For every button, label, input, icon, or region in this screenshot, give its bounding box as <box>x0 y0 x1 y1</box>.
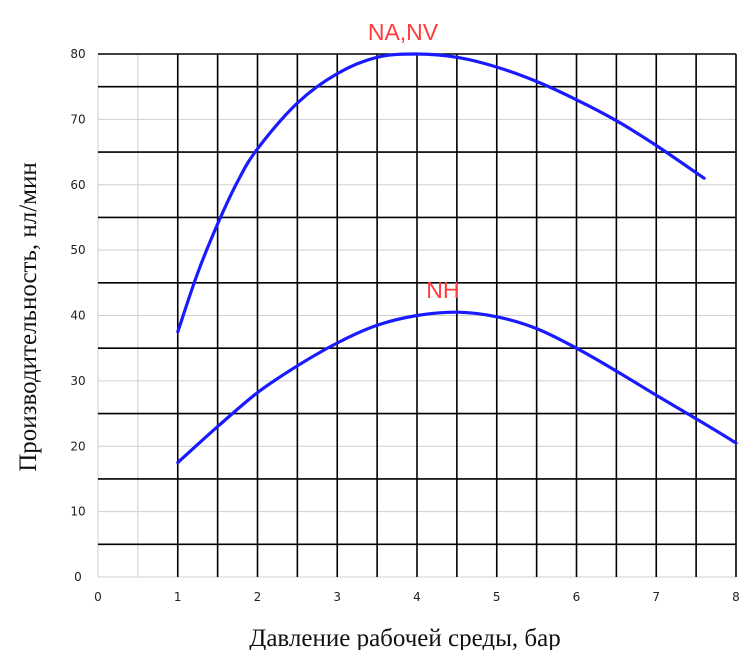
series-label: NH <box>426 277 459 303</box>
y-tick-label: 0 <box>74 570 82 584</box>
y-tick-label: 20 <box>70 439 85 453</box>
series-labels: NA,NV NH <box>368 19 460 303</box>
major-grid <box>98 53 737 577</box>
x-tick-label: 6 <box>573 590 581 604</box>
y-tick-label: 10 <box>70 505 85 519</box>
y-tick-label: 70 <box>70 112 85 126</box>
y-axis-title: Производительность, нл/мин <box>15 162 42 472</box>
x-tick-label: 2 <box>254 590 262 604</box>
x-tick-labels: 0 1 2 3 4 5 6 7 8 <box>94 590 740 604</box>
x-tick-label: 3 <box>333 590 341 604</box>
x-tick-label: 0 <box>94 590 102 604</box>
series-line <box>176 52 706 334</box>
y-tick-label: 30 <box>70 374 85 388</box>
y-tick-labels: 0 10 20 30 40 50 60 70 80 <box>70 47 85 584</box>
y-tick-label: 60 <box>70 178 85 192</box>
y-tick-label: 40 <box>70 309 85 323</box>
y-tick-label: 80 <box>70 47 85 61</box>
x-tick-label: 1 <box>174 590 182 604</box>
series-lines <box>176 52 738 465</box>
y-tick-label: 50 <box>70 243 85 257</box>
x-tick-label: 8 <box>732 590 740 604</box>
series-label: NA,NV <box>368 19 439 45</box>
series-line <box>176 310 738 465</box>
x-tick-label: 5 <box>493 590 501 604</box>
x-axis-title: Давление рабочей среды, бар <box>249 625 560 650</box>
x-tick-label: 7 <box>652 590 660 604</box>
x-tick-label: 4 <box>413 590 421 604</box>
